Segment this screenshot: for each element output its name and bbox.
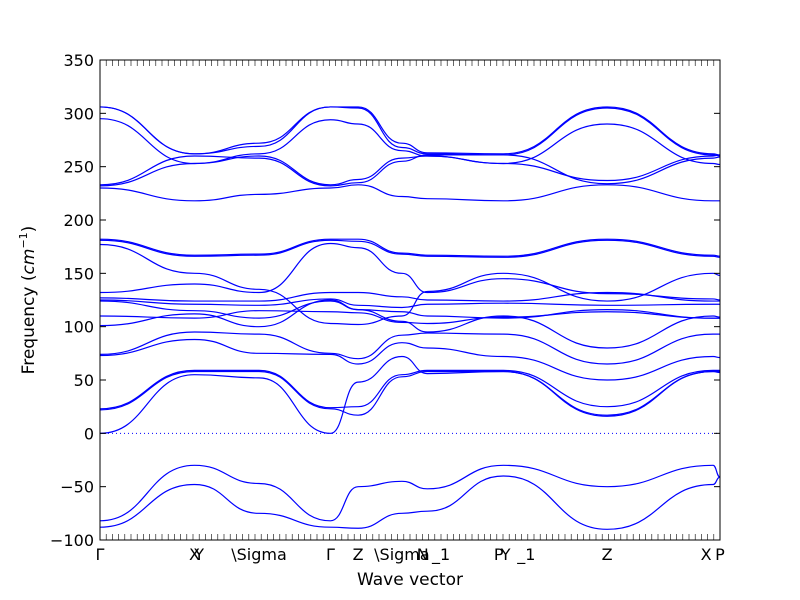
y-tick-label: −50 — [60, 478, 94, 497]
plot-frame — [99, 59, 721, 541]
phonon-branch — [100, 298, 720, 309]
high-symmetry-label: P — [715, 545, 725, 564]
phonon-branch — [100, 106, 720, 157]
high-symmetry-label: Y — [500, 545, 511, 564]
phonon-branch — [100, 331, 720, 365]
high-symmetry-label: P — [494, 545, 504, 564]
high-symmetry-label: X — [701, 545, 712, 564]
phonon-branch — [100, 243, 720, 326]
y-tick-label: 250 — [63, 158, 94, 177]
y-axis-label-unit-close: ) — [19, 226, 39, 233]
high-symmetry-label: Γ — [96, 545, 105, 564]
phonon-branch — [100, 475, 720, 530]
high-symmetry-label: \Sigma — [231, 545, 287, 564]
y-tick-label: 150 — [63, 264, 94, 283]
phonon-branch — [100, 369, 720, 410]
y-axis-label-unit-open: ( — [19, 274, 39, 286]
phonon-branch — [100, 299, 720, 349]
high-symmetry-label: N — [417, 545, 429, 564]
high-symmetry-label: Y — [193, 545, 204, 564]
phonon-branches — [100, 106, 720, 530]
y-tick-label: 350 — [63, 51, 94, 70]
y-tick-label: 0 — [84, 424, 94, 443]
phonon-branch — [100, 118, 720, 166]
y-axis-ticks: −100 −50 0 50 100 150 200 250 300 350 — [50, 51, 720, 550]
phonon-branch — [100, 464, 720, 522]
high-symmetry-label: Γ — [326, 545, 335, 564]
phonon-branch — [100, 184, 720, 202]
high-symmetry-label: Z — [602, 545, 613, 564]
y-tick-label: 50 — [74, 371, 94, 390]
plot-area — [100, 106, 720, 530]
phonon-branch — [100, 291, 720, 302]
y-axis-label-text: Frequency — [19, 287, 39, 375]
high-symmetry-label: _1 — [431, 545, 450, 565]
phonon-branch — [100, 300, 720, 319]
high-symmetry-label: \Sigma — [374, 545, 430, 564]
phonon-branch — [100, 154, 720, 187]
phonon-branch — [100, 239, 720, 258]
y-tick-label: −100 — [50, 531, 94, 550]
high-symmetry-label: _1 — [516, 545, 535, 565]
phonon-branch — [100, 338, 720, 381]
x-axis-label: Wave vector — [357, 570, 463, 590]
high-symmetry-label: Z — [353, 545, 364, 564]
y-tick-label: 300 — [63, 104, 94, 123]
high-symmetry-label: X — [189, 545, 200, 564]
phonon-branch — [100, 238, 720, 257]
y-tick-label: 100 — [63, 318, 94, 337]
y-axis-label: Frequency (cm−1) — [17, 226, 39, 375]
phonon-branch — [100, 154, 720, 187]
phonon-branch — [100, 106, 720, 156]
y-axis-label-unit-exp: −1 — [17, 232, 30, 248]
phonon-branch — [100, 355, 720, 434]
y-tick-label: 200 — [63, 211, 94, 230]
phonon-branch — [100, 370, 720, 416]
y-axis-label-unit: cm — [19, 249, 39, 275]
